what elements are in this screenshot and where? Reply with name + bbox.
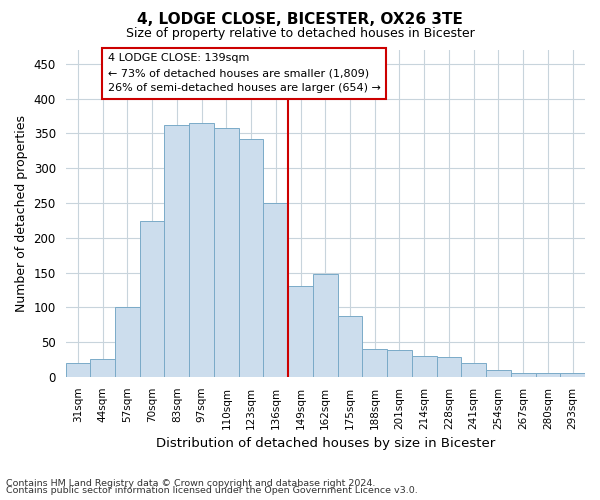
Bar	[263, 203, 288, 377]
Text: Size of property relative to detached houses in Bicester: Size of property relative to detached ho…	[125, 28, 475, 40]
Bar	[536, 374, 560, 377]
Bar	[239, 139, 263, 377]
Bar	[115, 308, 140, 377]
Text: Contains HM Land Registry data © Crown copyright and database right 2024.: Contains HM Land Registry data © Crown c…	[6, 478, 376, 488]
Y-axis label: Number of detached properties: Number of detached properties	[15, 115, 28, 312]
Bar	[65, 363, 90, 377]
Bar	[511, 374, 536, 377]
Text: Contains public sector information licensed under the Open Government Licence v3: Contains public sector information licen…	[6, 486, 418, 495]
Bar	[387, 350, 412, 377]
Bar	[338, 316, 362, 377]
Bar	[412, 356, 437, 377]
Bar	[288, 286, 313, 377]
Bar	[313, 274, 338, 377]
Bar	[189, 123, 214, 377]
Bar	[140, 221, 164, 377]
Bar	[486, 370, 511, 377]
Text: 4 LODGE CLOSE: 139sqm
← 73% of detached houses are smaller (1,809)
26% of semi-d: 4 LODGE CLOSE: 139sqm ← 73% of detached …	[107, 54, 380, 93]
X-axis label: Distribution of detached houses by size in Bicester: Distribution of detached houses by size …	[155, 437, 495, 450]
Bar	[437, 358, 461, 377]
Bar	[362, 349, 387, 377]
Bar	[214, 128, 239, 377]
Bar	[164, 125, 189, 377]
Bar	[461, 363, 486, 377]
Bar	[90, 358, 115, 377]
Text: 4, LODGE CLOSE, BICESTER, OX26 3TE: 4, LODGE CLOSE, BICESTER, OX26 3TE	[137, 12, 463, 28]
Bar	[560, 374, 585, 377]
